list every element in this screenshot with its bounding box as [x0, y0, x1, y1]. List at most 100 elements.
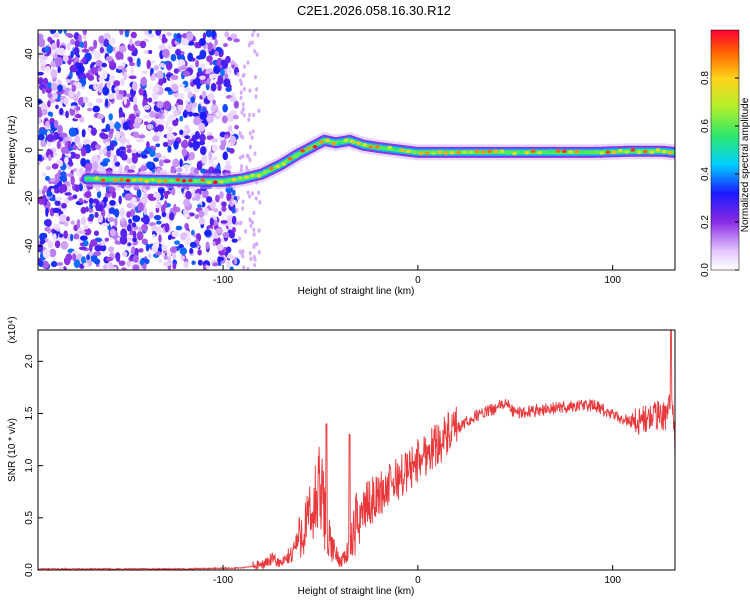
noise-blob [119, 136, 127, 143]
noise-blob [247, 42, 251, 48]
noise-blob [73, 259, 81, 268]
noise-blob [124, 193, 133, 201]
colorbar-tick-label: 0.2 [700, 215, 711, 229]
noise-blob [92, 161, 99, 171]
noise-blob [122, 251, 128, 257]
noise-blob [155, 30, 162, 37]
ridge-peak [119, 177, 125, 182]
snr-y-ticks: 0.0 0.5 1.0 1.5 2.0 [24, 354, 43, 577]
snr-x-label: Height of straight line (km) [298, 586, 415, 597]
noise-blob [52, 207, 60, 214]
noise-blob [153, 113, 162, 118]
noise-blob [148, 50, 153, 54]
noise-blob [138, 134, 146, 139]
noise-blob [73, 233, 80, 240]
noise-blob [231, 92, 236, 98]
noise-blob [199, 49, 207, 60]
noise-blob [69, 38, 75, 46]
noise-blob [47, 100, 51, 108]
noise-blob [163, 255, 168, 260]
noise-blob [81, 129, 86, 138]
noise-blob [251, 40, 255, 45]
ridge-peak [568, 150, 573, 154]
noise-blob [222, 231, 231, 239]
noise-blob [78, 197, 83, 204]
noise-blob [209, 217, 214, 227]
noise-blob [141, 224, 149, 232]
noise-blob [128, 56, 133, 63]
noise-blob [52, 233, 57, 242]
noise-blob [114, 217, 118, 227]
noise-blob [230, 33, 238, 39]
noise-blob [209, 199, 217, 210]
ridge-peak [555, 149, 561, 153]
noise-blob [74, 39, 80, 48]
noise-blob [74, 82, 82, 89]
colorbar-label: Normalized spectral amplitude [740, 97, 750, 232]
ridge-peak [406, 149, 411, 154]
noise-blob [100, 240, 106, 246]
noise-blob [94, 211, 99, 218]
noise-blob [41, 108, 48, 116]
noise-blob [249, 256, 253, 262]
noise-blob [145, 243, 150, 252]
ridge-peak [300, 148, 305, 153]
noise-blob [80, 157, 87, 167]
noise-blob [69, 70, 73, 79]
noise-blob [167, 115, 171, 125]
noise-blob [55, 262, 64, 266]
noise-blob [158, 159, 164, 167]
ridge-peak [200, 178, 206, 182]
ridge-peak [237, 175, 243, 180]
noise-blob [189, 247, 194, 254]
ridge-peak [187, 178, 193, 183]
noise-blob [241, 154, 245, 159]
noise-blob [167, 126, 173, 133]
noise-blob [187, 129, 191, 133]
ridge-peak [293, 154, 299, 159]
noise-blob [121, 267, 127, 270]
noise-blob [248, 112, 252, 118]
noise-blob [242, 113, 246, 118]
noise-blob [184, 167, 189, 173]
noise-blob [152, 234, 156, 239]
noise-blob [143, 30, 148, 34]
noise-blob [140, 165, 148, 172]
noise-blob [217, 75, 224, 85]
noise-blob [166, 61, 172, 71]
noise-blob [118, 45, 127, 53]
noise-blob [126, 211, 131, 218]
noise-blob [145, 161, 154, 170]
noise-blob [46, 134, 55, 142]
snr-y-tick-label: 1.5 [24, 406, 35, 420]
noise-blob [153, 64, 160, 71]
noise-blob [150, 75, 156, 81]
ridge-peak [655, 148, 661, 152]
noise-blob [146, 59, 151, 70]
ridge-peak [599, 151, 605, 155]
noise-blob [225, 246, 232, 254]
noise-blob [55, 104, 59, 110]
noise-blob [226, 192, 232, 202]
ridge-peak [667, 151, 673, 155]
noise-blob [137, 201, 144, 212]
noise-blob [102, 146, 108, 155]
noise-blob [155, 143, 161, 148]
noise-blob [83, 33, 87, 40]
noise-blob [119, 235, 128, 245]
noise-blob [121, 62, 126, 68]
noise-blob [89, 217, 94, 222]
noise-blob [221, 206, 227, 212]
ridge-peak [636, 150, 642, 155]
noise-blob [140, 217, 146, 223]
noise-blob [70, 233, 74, 242]
snr-panel: -100 0 100 0.0 0.5 1.0 1.5 2.0 Height of strai… [7, 316, 676, 597]
noise-blob [53, 133, 57, 140]
noise-blob [217, 84, 222, 91]
noise-blob [126, 148, 132, 154]
noise-blob [201, 154, 208, 164]
noise-blob [135, 113, 140, 118]
ridge-peak [431, 151, 436, 155]
ridge-peak [561, 149, 567, 154]
ridge-peak [306, 146, 312, 151]
